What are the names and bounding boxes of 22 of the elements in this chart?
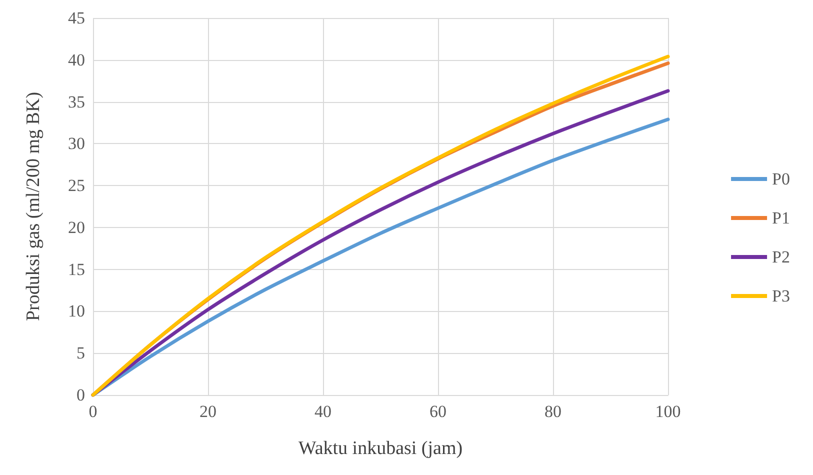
x-tick-label: 80 bbox=[544, 402, 562, 421]
x-tick-label: 100 bbox=[655, 402, 681, 421]
legend-label: P1 bbox=[772, 208, 790, 228]
y-tick-label: 5 bbox=[76, 344, 85, 363]
y-tick-label: 25 bbox=[68, 176, 85, 196]
y-tick-label: 30 bbox=[68, 134, 85, 154]
y-tick-label: 15 bbox=[68, 260, 85, 279]
x-tick-label: 20 bbox=[200, 402, 216, 421]
y-tick-label: 35 bbox=[68, 92, 85, 112]
legend-label: P3 bbox=[772, 286, 790, 306]
y-axis-title: Produksi gas (ml/200 mg BK) bbox=[23, 92, 44, 322]
y-tick-label: 40 bbox=[68, 50, 85, 70]
y-tick-label: 10 bbox=[68, 302, 85, 321]
y-tick-label: 20 bbox=[68, 218, 85, 237]
y-tick-label: 0 bbox=[76, 386, 85, 404]
x-axis-title: Waktu inkubasi (jam) bbox=[298, 438, 463, 459]
x-tick-label: 40 bbox=[314, 402, 332, 421]
x-tick-label: 0 bbox=[88, 402, 98, 421]
legend-label: P0 bbox=[772, 170, 790, 188]
legend-label: P2 bbox=[772, 248, 790, 266]
y-tick-label: 45 bbox=[68, 8, 85, 28]
x-tick-label: 60 bbox=[430, 402, 446, 421]
